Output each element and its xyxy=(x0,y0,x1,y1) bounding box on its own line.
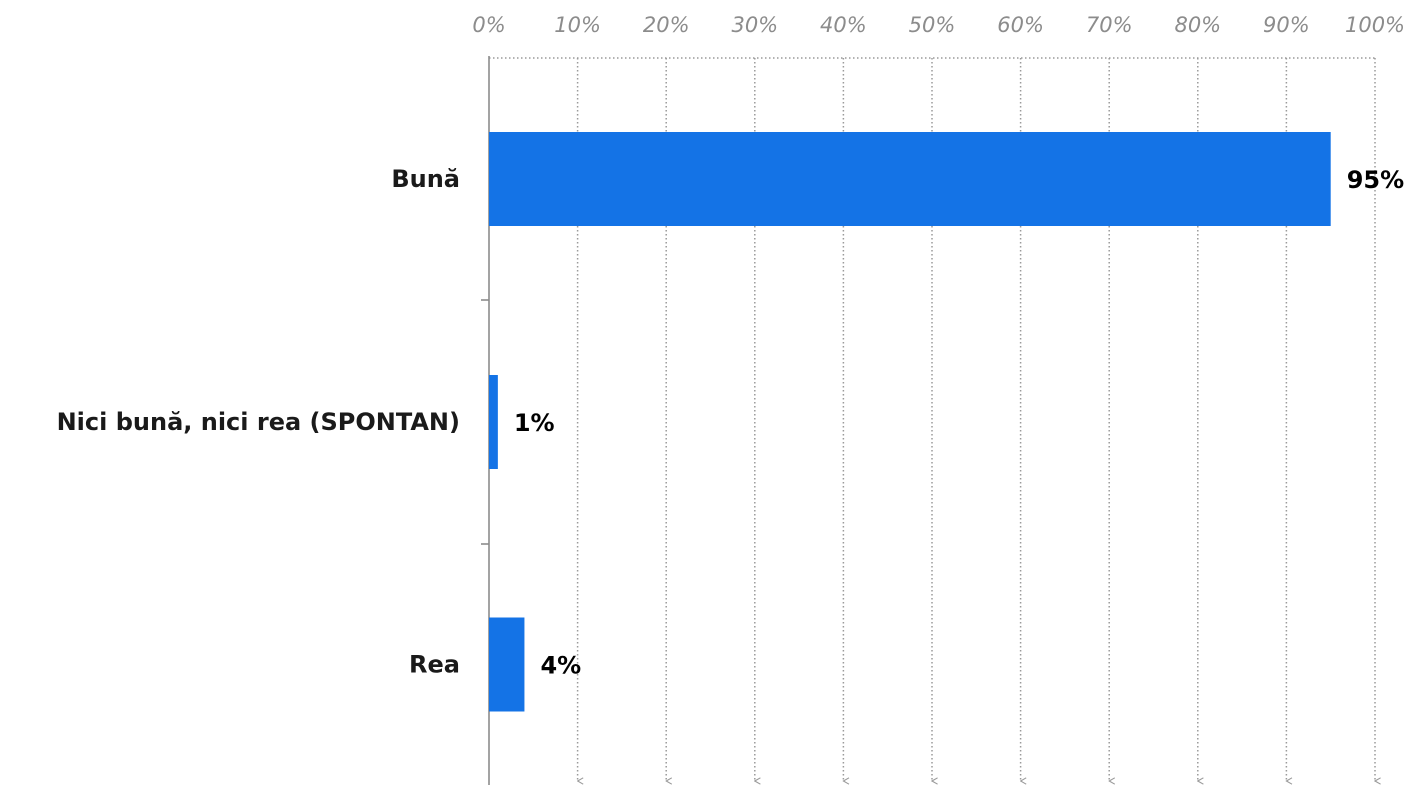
category-label: Nici bună, nici rea (SPONTAN) xyxy=(57,408,460,436)
axes xyxy=(481,56,490,785)
x-tick-label: 70% xyxy=(1086,13,1133,37)
x-tick-label: 10% xyxy=(554,13,601,37)
bar xyxy=(489,375,498,469)
category-label: Bună xyxy=(391,165,460,193)
x-tick-label: 30% xyxy=(731,13,778,37)
x-tick-label: 0% xyxy=(472,13,505,37)
data-label: 95% xyxy=(1347,166,1404,194)
category-label: Rea xyxy=(409,651,460,679)
x-tick-label: 80% xyxy=(1174,13,1221,37)
bars xyxy=(489,132,1331,712)
bar xyxy=(489,132,1331,226)
bar xyxy=(489,617,525,712)
data-label: 4% xyxy=(540,652,581,680)
x-tick-label: 100% xyxy=(1345,13,1405,37)
x-tick-label: 90% xyxy=(1263,13,1310,37)
data-label: 1% xyxy=(514,409,555,437)
x-tick-label: 50% xyxy=(909,13,956,37)
labels: 0% 10% 20% 30% 40% 50% 60% 70% 80% 90% 100% Bună 95%… xyxy=(57,13,1405,680)
x-tick-label: 60% xyxy=(997,13,1044,37)
x-tick-label: 20% xyxy=(643,13,690,37)
x-tick-label: 40% xyxy=(820,13,867,37)
